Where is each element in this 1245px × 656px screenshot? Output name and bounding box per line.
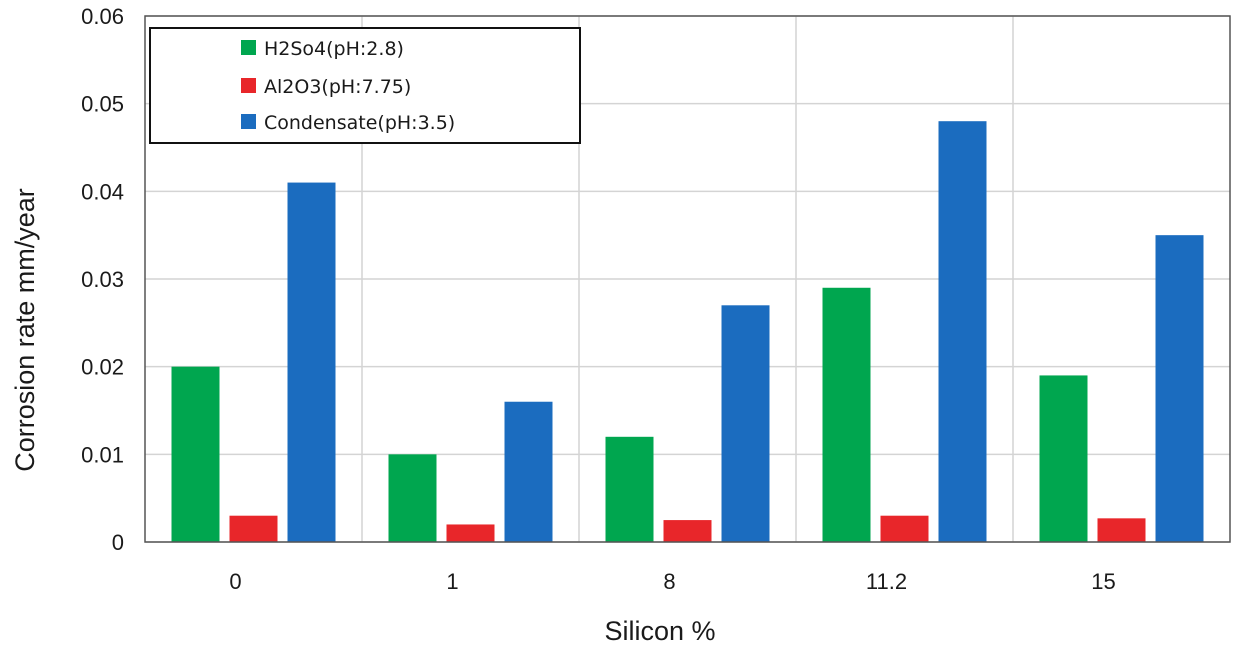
x-axis-title: Silicon % — [604, 616, 715, 646]
legend: H2So4(pH:2.8) Al2O3(pH:7.75) Condensate(… — [149, 27, 581, 144]
legend-box — [149, 27, 581, 144]
legend-label-al2o3: Al2O3(pH:7.75) — [264, 76, 411, 98]
bar-h2so4-1 — [388, 454, 437, 542]
x-tick-label: 15 — [1091, 569, 1115, 594]
legend-label-h2so4: H2So4(pH:2.8) — [264, 38, 404, 60]
y-tick-label: 0.05 — [81, 92, 124, 117]
bar-al2o3-11.2 — [880, 515, 929, 542]
x-tick-label: 1 — [446, 569, 458, 594]
y-tick-label: 0.02 — [81, 355, 124, 380]
y-axis-title: Corrosion rate mm/year — [10, 188, 40, 472]
bar-al2o3-15 — [1097, 518, 1146, 542]
bars — [171, 121, 1204, 543]
bar-h2so4-11.2 — [822, 287, 871, 542]
y-tick-label: 0 — [112, 530, 124, 555]
bar-al2o3-8 — [663, 520, 712, 542]
legend-label-condensate: Condensate(pH:3.5) — [264, 112, 455, 134]
y-tick-label: 0.04 — [81, 179, 124, 204]
bar-h2so4-15 — [1039, 375, 1088, 542]
x-tick-label: 11.2 — [866, 569, 907, 594]
bar-h2so4-8 — [605, 436, 654, 542]
plot-frame — [144, 15, 1231, 543]
bar-h2so4-0 — [171, 366, 220, 542]
y-tick-label: 0.03 — [81, 267, 124, 292]
bar-condensate-11.2 — [938, 121, 987, 542]
bar-al2o3-1 — [446, 524, 495, 542]
bar-condensate-8 — [721, 305, 770, 542]
bar-condensate-1 — [504, 401, 553, 542]
x-tick-label: 8 — [663, 569, 675, 594]
x-tick-label: 0 — [229, 569, 241, 594]
bar-condensate-15 — [1155, 235, 1204, 542]
legend-swatch-condensate — [241, 114, 256, 129]
bar-al2o3-0 — [229, 515, 278, 542]
x-tick-labels: 0 1 8 11.2 15 — [229, 569, 1115, 594]
y-tick-labels: 0 0.01 0.02 0.03 0.04 0.05 0.06 — [81, 4, 124, 555]
legend-swatch-h2so4 — [241, 40, 256, 55]
y-tick-label: 0.01 — [81, 442, 124, 467]
y-tick-label: 0.06 — [81, 4, 124, 29]
bar-condensate-0 — [287, 182, 336, 543]
legend-swatch-al2o3 — [241, 78, 256, 93]
